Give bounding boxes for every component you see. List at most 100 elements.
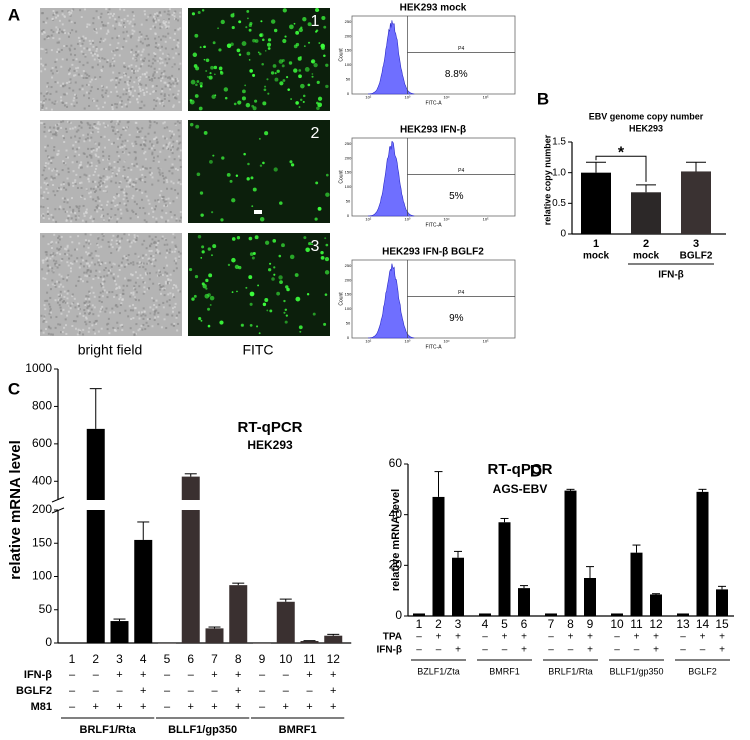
group-label: BMRF1 bbox=[489, 666, 520, 676]
speckle bbox=[161, 87, 164, 90]
speckle bbox=[120, 103, 123, 106]
cell bbox=[246, 9, 250, 13]
speckle bbox=[124, 103, 127, 106]
speckle bbox=[126, 239, 129, 242]
speckle bbox=[77, 328, 80, 331]
flow-y-tick: 250 bbox=[345, 141, 352, 146]
speckle bbox=[61, 258, 64, 261]
x-tick-label: 12 bbox=[327, 652, 341, 666]
speckle bbox=[142, 266, 145, 269]
speckle bbox=[64, 252, 67, 255]
speckle bbox=[113, 12, 116, 15]
speckle bbox=[142, 141, 145, 144]
speckle bbox=[135, 76, 138, 79]
speckle bbox=[114, 18, 117, 21]
speckle bbox=[163, 288, 166, 291]
speckle bbox=[149, 27, 152, 30]
cell bbox=[202, 284, 207, 289]
speckle bbox=[158, 168, 161, 171]
speckle bbox=[84, 76, 87, 79]
speckle bbox=[92, 125, 95, 128]
speckle bbox=[109, 12, 112, 15]
speckle bbox=[155, 246, 158, 249]
speckle bbox=[46, 17, 49, 20]
error-bar bbox=[208, 626, 221, 629]
cell bbox=[324, 237, 327, 240]
bar bbox=[681, 171, 711, 234]
speckle bbox=[48, 156, 51, 159]
speckle bbox=[74, 135, 77, 138]
cell bbox=[236, 48, 241, 53]
speckle bbox=[114, 214, 117, 217]
cell bbox=[269, 309, 273, 313]
speckle bbox=[71, 262, 74, 265]
cell bbox=[249, 69, 253, 73]
speckle bbox=[48, 312, 51, 315]
speckle bbox=[171, 310, 174, 313]
speckle bbox=[102, 155, 105, 158]
speckle bbox=[42, 64, 45, 67]
annotation: RT-qPCR bbox=[488, 461, 553, 478]
speckle bbox=[60, 96, 63, 99]
speckle bbox=[85, 251, 88, 254]
speckle bbox=[118, 242, 121, 245]
speckle bbox=[102, 219, 105, 222]
cell bbox=[196, 80, 200, 83]
cell bbox=[220, 19, 225, 25]
speckle bbox=[136, 126, 139, 129]
x-tick-label: 15 bbox=[715, 617, 729, 631]
speckle bbox=[129, 101, 132, 104]
speckle bbox=[75, 260, 78, 263]
speckle bbox=[157, 160, 160, 163]
condition-mark: – bbox=[188, 669, 195, 681]
speckle bbox=[152, 25, 155, 28]
speckle bbox=[66, 276, 69, 279]
flow-y-label: Count bbox=[338, 48, 344, 62]
speckle bbox=[162, 73, 165, 76]
cell bbox=[252, 187, 257, 192]
speckle bbox=[135, 65, 138, 68]
speckle bbox=[89, 270, 92, 273]
speckle bbox=[97, 236, 100, 239]
speckle bbox=[68, 11, 71, 14]
speckle bbox=[69, 262, 72, 265]
speckle bbox=[128, 305, 131, 308]
speckle bbox=[177, 28, 180, 31]
speckle bbox=[47, 264, 50, 267]
speckle bbox=[54, 285, 57, 288]
error-bar bbox=[232, 582, 245, 586]
cell bbox=[285, 314, 288, 317]
speckle bbox=[168, 76, 171, 79]
speckle bbox=[163, 121, 166, 124]
bar bbox=[498, 522, 511, 616]
speckle bbox=[131, 185, 134, 188]
flow-x-tick: 10³ bbox=[405, 217, 411, 222]
cell bbox=[282, 38, 287, 44]
condition-mark: + bbox=[455, 645, 461, 656]
speckle bbox=[164, 58, 167, 61]
speckle bbox=[132, 291, 135, 294]
speckle bbox=[69, 78, 72, 81]
cell bbox=[262, 38, 265, 42]
speckle bbox=[141, 73, 144, 76]
speckle bbox=[80, 37, 83, 40]
speckle bbox=[147, 76, 150, 79]
speckle bbox=[176, 140, 179, 143]
speckle bbox=[88, 92, 91, 95]
speckle bbox=[84, 233, 87, 236]
speckle bbox=[70, 220, 73, 223]
cell bbox=[257, 51, 260, 54]
image-number: 1 bbox=[311, 13, 320, 30]
y-tick-label: 600 bbox=[32, 436, 52, 450]
speckle bbox=[52, 30, 55, 33]
speckle bbox=[57, 14, 60, 17]
speckle bbox=[169, 202, 172, 205]
speckle bbox=[171, 77, 174, 80]
speckle bbox=[157, 35, 160, 38]
speckle bbox=[169, 88, 172, 91]
speckle bbox=[144, 190, 147, 193]
speckle bbox=[105, 32, 108, 35]
speckle bbox=[134, 89, 137, 92]
bar bbox=[158, 643, 176, 644]
speckle bbox=[125, 30, 128, 33]
